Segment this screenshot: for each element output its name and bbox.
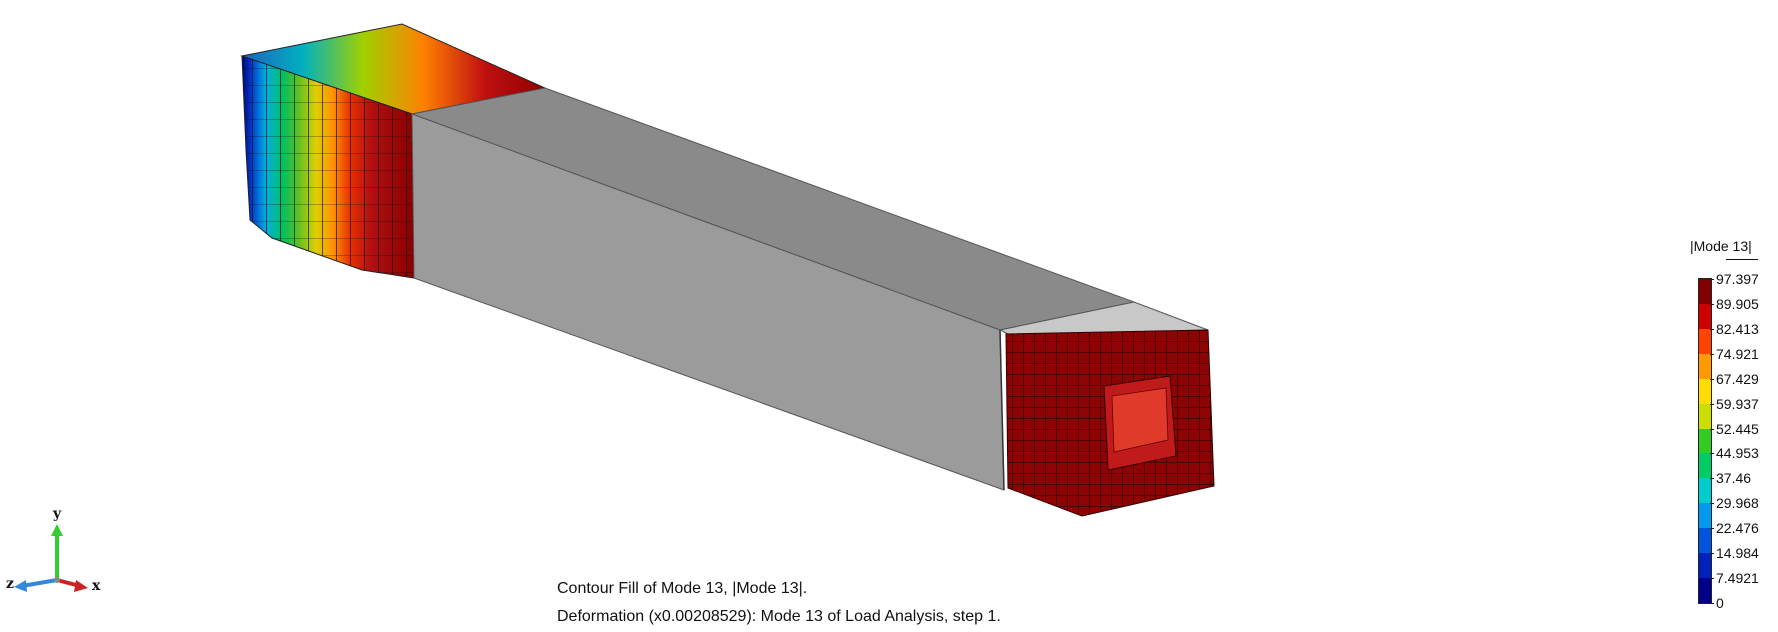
legend-tick-mark (1710, 478, 1714, 480)
beam-left-end[interactable] (240, 23, 547, 279)
legend-color-segment (1699, 428, 1711, 454)
z-axis-arrow (21, 578, 58, 588)
legend-tick-label: 14.984 (1716, 545, 1759, 562)
beam-right-end[interactable] (998, 301, 1215, 517)
legend-tick-mark (1710, 603, 1714, 604)
legend-title: |Mode 13| (1690, 238, 1752, 254)
legend-tick-label: 37.46 (1716, 470, 1752, 487)
legend-tick-mark (1710, 503, 1714, 505)
legend-color-segment (1699, 578, 1711, 604)
legend-tick-mark (1710, 279, 1714, 280)
legend-color-segment (1699, 478, 1711, 504)
legend-color-segment (1699, 503, 1711, 529)
legend-tick-label: 67.429 (1716, 370, 1759, 387)
z-axis-label: z (6, 576, 14, 592)
legend-color-segment (1699, 403, 1711, 430)
legend-tick-mark (1710, 303, 1714, 305)
legend-color-segment (1699, 378, 1711, 405)
legend-color-bar (1698, 278, 1712, 604)
legend-tick-label: 82.413 (1716, 320, 1759, 337)
contour-legend: |Mode 13| 97.397 89.905 82.413 74.921 67.429… (1670, 238, 1778, 618)
legend-color-segment (1699, 353, 1711, 380)
legend-tick-label: 52.445 (1716, 420, 1759, 437)
viewport-caption: Contour Fill of Mode 13, |Mode 13|. Defo… (557, 575, 1001, 631)
legend-tick-label: 44.953 (1716, 445, 1759, 462)
legend-color-segment (1699, 279, 1711, 305)
legend-tick-label: 89.905 (1716, 295, 1759, 312)
legend-tick-label: 7.4921 (1716, 570, 1759, 587)
legend-tick-mark (1710, 578, 1714, 580)
x-axis-label: x (92, 578, 101, 594)
legend-color-segment (1699, 303, 1711, 330)
legend-color-segment (1699, 453, 1711, 479)
legend-tick-label: 29.968 (1716, 495, 1759, 512)
legend-tick-mark (1710, 403, 1714, 405)
legend-color-segment (1699, 553, 1711, 579)
legend-color-segment (1699, 528, 1711, 554)
caption-line-deformation: Deformation (x0.00208529): Mode 13 of Lo… (557, 608, 1001, 625)
legend-tick-mark (1710, 453, 1714, 455)
legend-tick-mark (1710, 528, 1714, 530)
legend-tick-mark (1710, 353, 1714, 355)
beam-body[interactable] (410, 87, 1136, 491)
legend-tick-mark (1710, 378, 1714, 380)
axis-triad: y z x (6, 506, 101, 594)
legend-tick-label: 59.937 (1716, 395, 1759, 412)
legend-tick-label: 74.921 (1716, 345, 1759, 362)
caption-line-contour: Contour Fill of Mode 13, |Mode 13|. (557, 580, 808, 597)
legend-tick-label: 97.397 (1716, 271, 1759, 287)
legend-tick-label: 0 (1716, 595, 1724, 611)
legend-tick-mark (1710, 328, 1714, 330)
y-axis-label: y (52, 506, 62, 522)
legend-color-segment (1699, 328, 1711, 355)
legend-tick-mark (1710, 553, 1714, 555)
legend-tick-mark (1710, 428, 1714, 430)
legend-tick-label: 22.476 (1716, 520, 1759, 537)
legend-title-underline (1726, 259, 1758, 260)
